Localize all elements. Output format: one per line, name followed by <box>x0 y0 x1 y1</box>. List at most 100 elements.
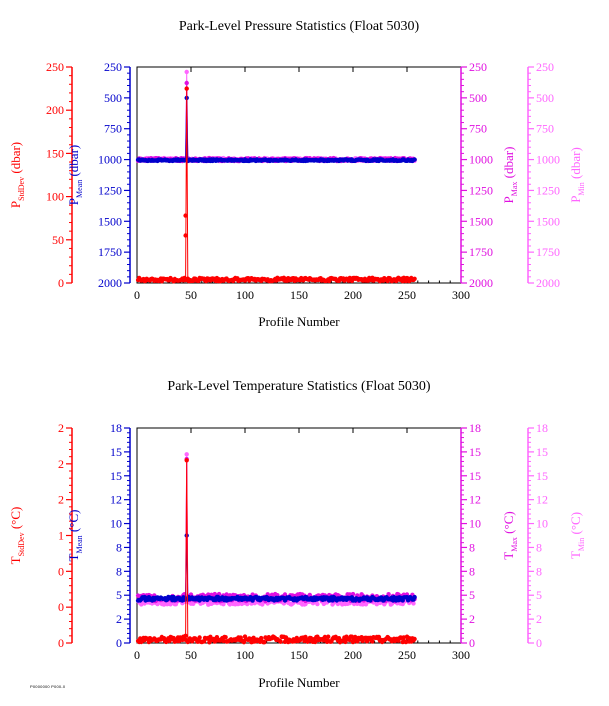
min-point <box>411 601 416 606</box>
stddev-y-tick-label: 50 <box>52 233 64 247</box>
x-axis-label: Profile Number <box>258 314 340 329</box>
max-y-tick-label: 15 <box>469 469 481 483</box>
mean-point <box>412 594 417 600</box>
mean-series-line <box>137 535 416 603</box>
mean-y-tick-label: 1500 <box>98 214 122 228</box>
stddev-point <box>167 638 172 644</box>
mean-y-tick-label: 250 <box>104 60 122 74</box>
x-tick-label: 250 <box>398 288 416 302</box>
min-y-tick-label: 5 <box>536 588 542 602</box>
x-tick-label: 150 <box>290 288 308 302</box>
mean-series-line <box>138 97 415 162</box>
stddev-series-line <box>137 460 415 644</box>
mean-y-axis-label: TMean (°C) <box>66 510 84 562</box>
stddev-point <box>259 635 264 641</box>
stddev-series <box>135 458 417 645</box>
mean-y-tick-label: 750 <box>104 122 122 136</box>
max-point <box>224 592 229 597</box>
max-y-axis-label: PMax (dbar) <box>501 147 519 204</box>
max-y-tick-label: 1250 <box>469 183 493 197</box>
min-point <box>227 602 233 607</box>
max-y-tick-label: 15 <box>469 445 481 459</box>
max-y-tick-label: 1000 <box>469 153 493 167</box>
x-tick-label: 50 <box>185 648 197 662</box>
x-tick-label: 0 <box>134 648 140 662</box>
min-y-tick-label: 12 <box>536 493 548 507</box>
mean-y-tick-label: 15 <box>110 445 122 459</box>
stddev-point <box>326 634 331 639</box>
stddev-point <box>183 633 188 638</box>
min-y-tick-label: 2 <box>536 612 542 626</box>
stddev-point <box>370 639 375 644</box>
x-tick-label: 300 <box>452 288 470 302</box>
stddev-point <box>184 86 189 91</box>
max-y-tick-label: 750 <box>469 122 487 136</box>
stddev-point <box>197 635 202 640</box>
mean-y-tick-label: 18 <box>110 421 122 435</box>
stddev-y-axis-label: TStdDev (°C) <box>8 507 26 565</box>
stddev-point <box>262 640 267 645</box>
min-series-line <box>137 454 416 607</box>
stddev-point <box>251 635 256 640</box>
max-series <box>135 456 417 604</box>
stddev-y-tick-label: 0 <box>58 600 64 614</box>
mean-y-tick-label: 10 <box>110 517 122 531</box>
min-y-tick-label: 750 <box>536 122 554 136</box>
stddev-point <box>349 634 355 639</box>
x-tick-label: 250 <box>398 648 416 662</box>
stddev-point <box>313 639 318 645</box>
max-y-tick-label: 2 <box>469 612 475 626</box>
max-y-tick-label: 12 <box>469 493 481 507</box>
stddev-point <box>403 639 409 645</box>
min-y-tick-label: 1500 <box>536 214 560 228</box>
stddev-point <box>347 637 352 643</box>
max-point <box>184 80 189 86</box>
stddev-y-axis-label: PStdDev (dbar) <box>8 142 26 208</box>
min-series <box>135 452 417 607</box>
min-y-tick-label: 15 <box>536 445 548 459</box>
stddev-y-tick-label: 2 <box>58 421 64 435</box>
stddev-point <box>183 233 188 238</box>
min-point <box>315 601 320 607</box>
min-y-tick-label: 8 <box>536 540 542 554</box>
max-y-tick-label: 8 <box>469 564 475 578</box>
mean-y-tick-label: 12 <box>110 493 122 507</box>
min-y-tick-label: 15 <box>536 469 548 483</box>
max-series-line <box>137 82 415 163</box>
min-y-tick-label: 1750 <box>536 245 560 259</box>
x-tick-label: 100 <box>236 648 254 662</box>
min-y-tick-label: 10 <box>536 517 548 531</box>
max-y-tick-label: 10 <box>469 517 481 531</box>
min-y-tick-label: 2000 <box>536 276 560 290</box>
x-tick-label: 100 <box>236 288 254 302</box>
mean-y-tick-label: 1250 <box>98 183 122 197</box>
x-tick-label: 200 <box>344 288 362 302</box>
min-point <box>184 452 189 457</box>
mean-y-axis-label: PMean (dbar) <box>66 145 84 205</box>
stddev-y-tick-label: 0 <box>58 276 64 290</box>
mean-y-tick-label: 1750 <box>98 245 122 259</box>
stddev-point <box>184 458 189 463</box>
min-y-tick-label: 8 <box>536 564 542 578</box>
footer-note: P0000000 P000-0 <box>30 684 66 689</box>
x-axis-label: Profile Number <box>258 675 340 690</box>
x-tick-label: 200 <box>344 648 362 662</box>
stddev-point <box>183 213 188 218</box>
x-tick-label: 50 <box>185 288 197 302</box>
mean-y-tick-label: 0 <box>116 636 122 650</box>
min-y-tick-label: 250 <box>536 60 554 74</box>
stddev-y-tick-label: 250 <box>46 60 64 74</box>
stddev-series <box>135 86 417 284</box>
min-y-tick-label: 1250 <box>536 183 560 197</box>
mean-y-tick-label: 5 <box>116 588 122 602</box>
stddev-point <box>223 635 228 640</box>
mean-y-tick-label: 500 <box>104 91 122 105</box>
pressure-panel: Park-Level Pressure Statistics (Float 50… <box>8 19 586 329</box>
min-y-tick-label: 0 <box>536 636 542 650</box>
stddev-point <box>343 639 348 645</box>
x-tick-label: 0 <box>134 288 140 302</box>
chart-title: Park-Level Pressure Statistics (Float 50… <box>179 19 420 34</box>
min-series <box>135 69 417 164</box>
stddev-point <box>412 636 417 642</box>
